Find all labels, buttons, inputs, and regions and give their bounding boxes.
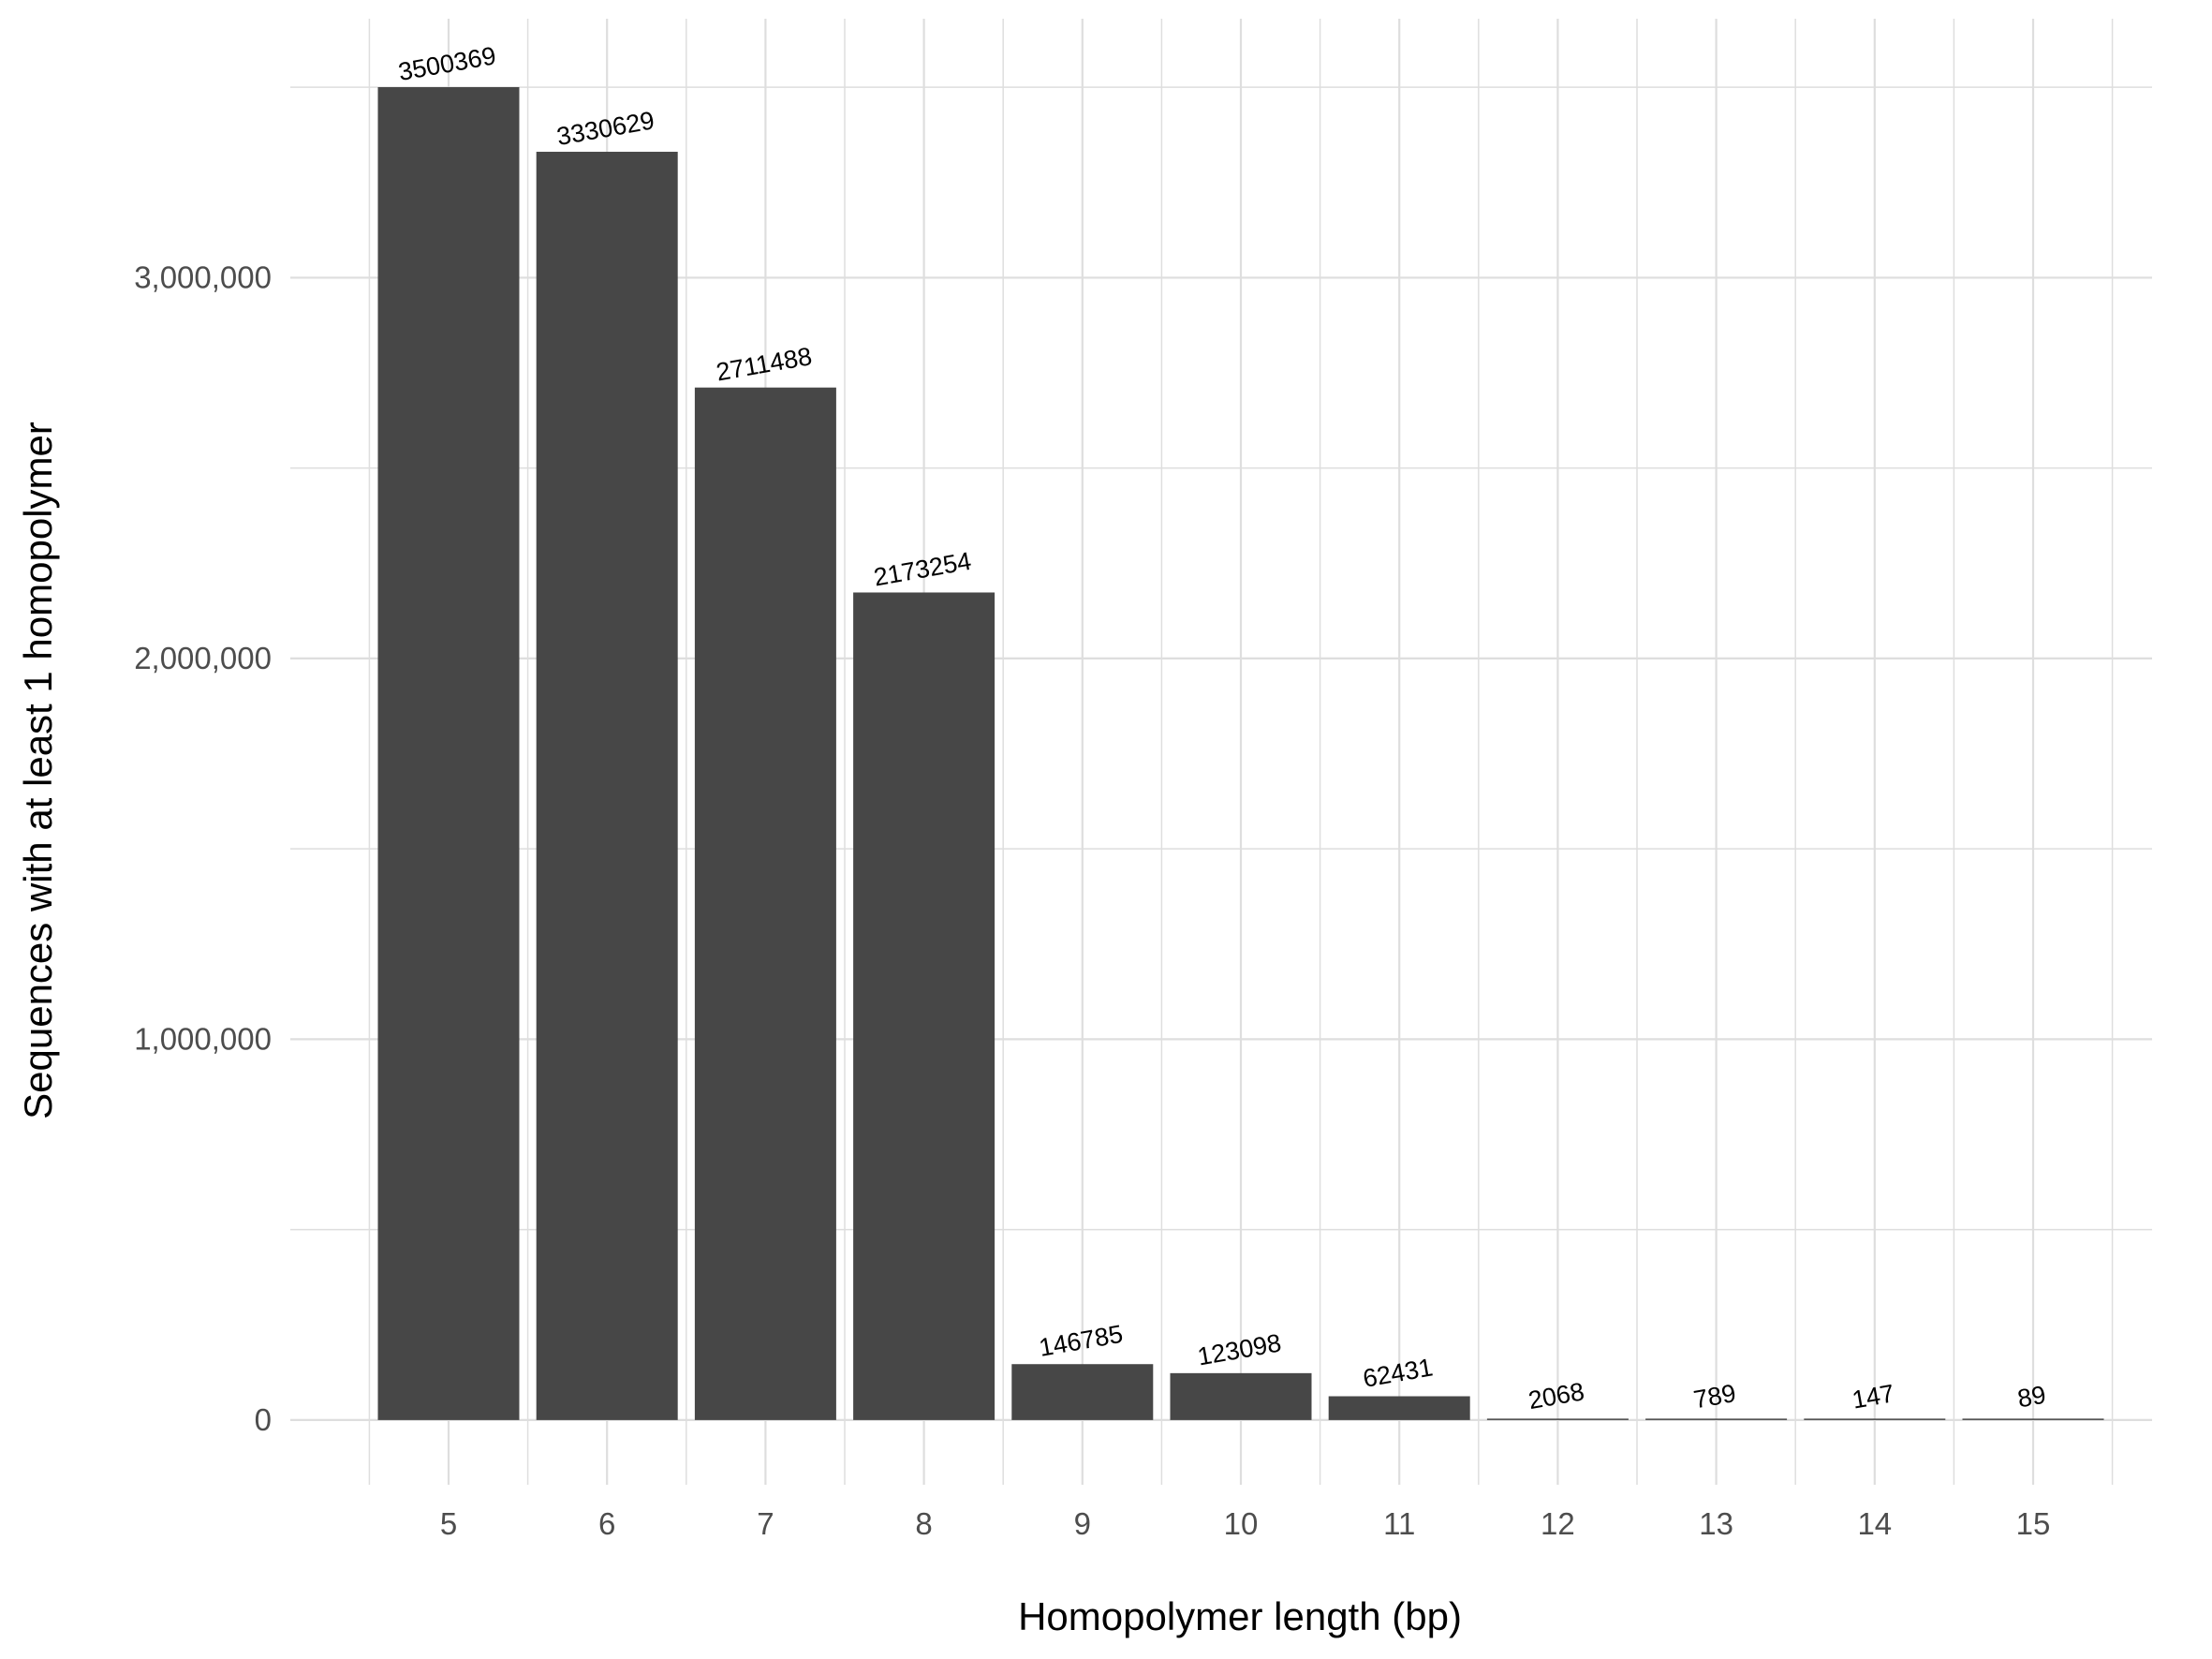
x-tick-label: 9 (1074, 1506, 1091, 1541)
bars (377, 87, 2104, 1420)
x-axis-title: Homopolymer length (bp) (1018, 1594, 1462, 1638)
x-axis-ticks: 5 6 7 8 9 10 11 12 13 14 15 (440, 1506, 2051, 1541)
bar (1804, 1418, 1946, 1420)
bar (1011, 1364, 1154, 1420)
x-tick-label: 15 (2016, 1506, 2051, 1541)
data-label: 3500369 (396, 41, 498, 86)
bar (1962, 1418, 2104, 1420)
data-label: 789 (1691, 1379, 1738, 1414)
bar (1486, 1418, 1629, 1420)
y-tick-label: 2,000,000 (134, 641, 272, 675)
y-tick-label: 1,000,000 (134, 1021, 272, 1056)
x-tick-label: 10 (1224, 1506, 1259, 1541)
data-label: 62431 (1361, 1353, 1435, 1393)
data-label: 2173254 (872, 547, 974, 592)
x-tick-label: 8 (915, 1506, 932, 1541)
data-label: 89 (2015, 1381, 2048, 1414)
data-label: 2068 (1526, 1377, 1586, 1415)
data-label: 3330629 (554, 106, 656, 151)
x-tick-label: 14 (1857, 1506, 1892, 1541)
bar (536, 152, 678, 1420)
x-tick-label: 13 (1699, 1506, 1733, 1541)
bar (1170, 1372, 1312, 1420)
x-tick-label: 7 (757, 1506, 774, 1541)
data-label: 2711488 (714, 342, 814, 386)
bar (1645, 1418, 1788, 1420)
data-label: 123098 (1195, 1328, 1283, 1370)
data-label: 146785 (1037, 1320, 1125, 1362)
x-tick-label: 12 (1541, 1506, 1575, 1541)
y-axis-title: Sequences with at least 1 homopolymer (16, 422, 60, 1119)
x-tick-label: 11 (1383, 1506, 1415, 1541)
bar (1328, 1396, 1470, 1420)
y-tick-label: 0 (255, 1402, 272, 1437)
x-tick-label: 6 (598, 1506, 615, 1541)
data-label: 147 (1850, 1379, 1896, 1414)
y-tick-label: 3,000,000 (134, 259, 272, 294)
bar (377, 87, 520, 1420)
y-axis-ticks: 0 1,000,000 2,000,000 3,000,000 (134, 259, 272, 1436)
bar (853, 592, 995, 1420)
x-tick-label: 5 (440, 1506, 457, 1541)
bar (694, 387, 836, 1420)
